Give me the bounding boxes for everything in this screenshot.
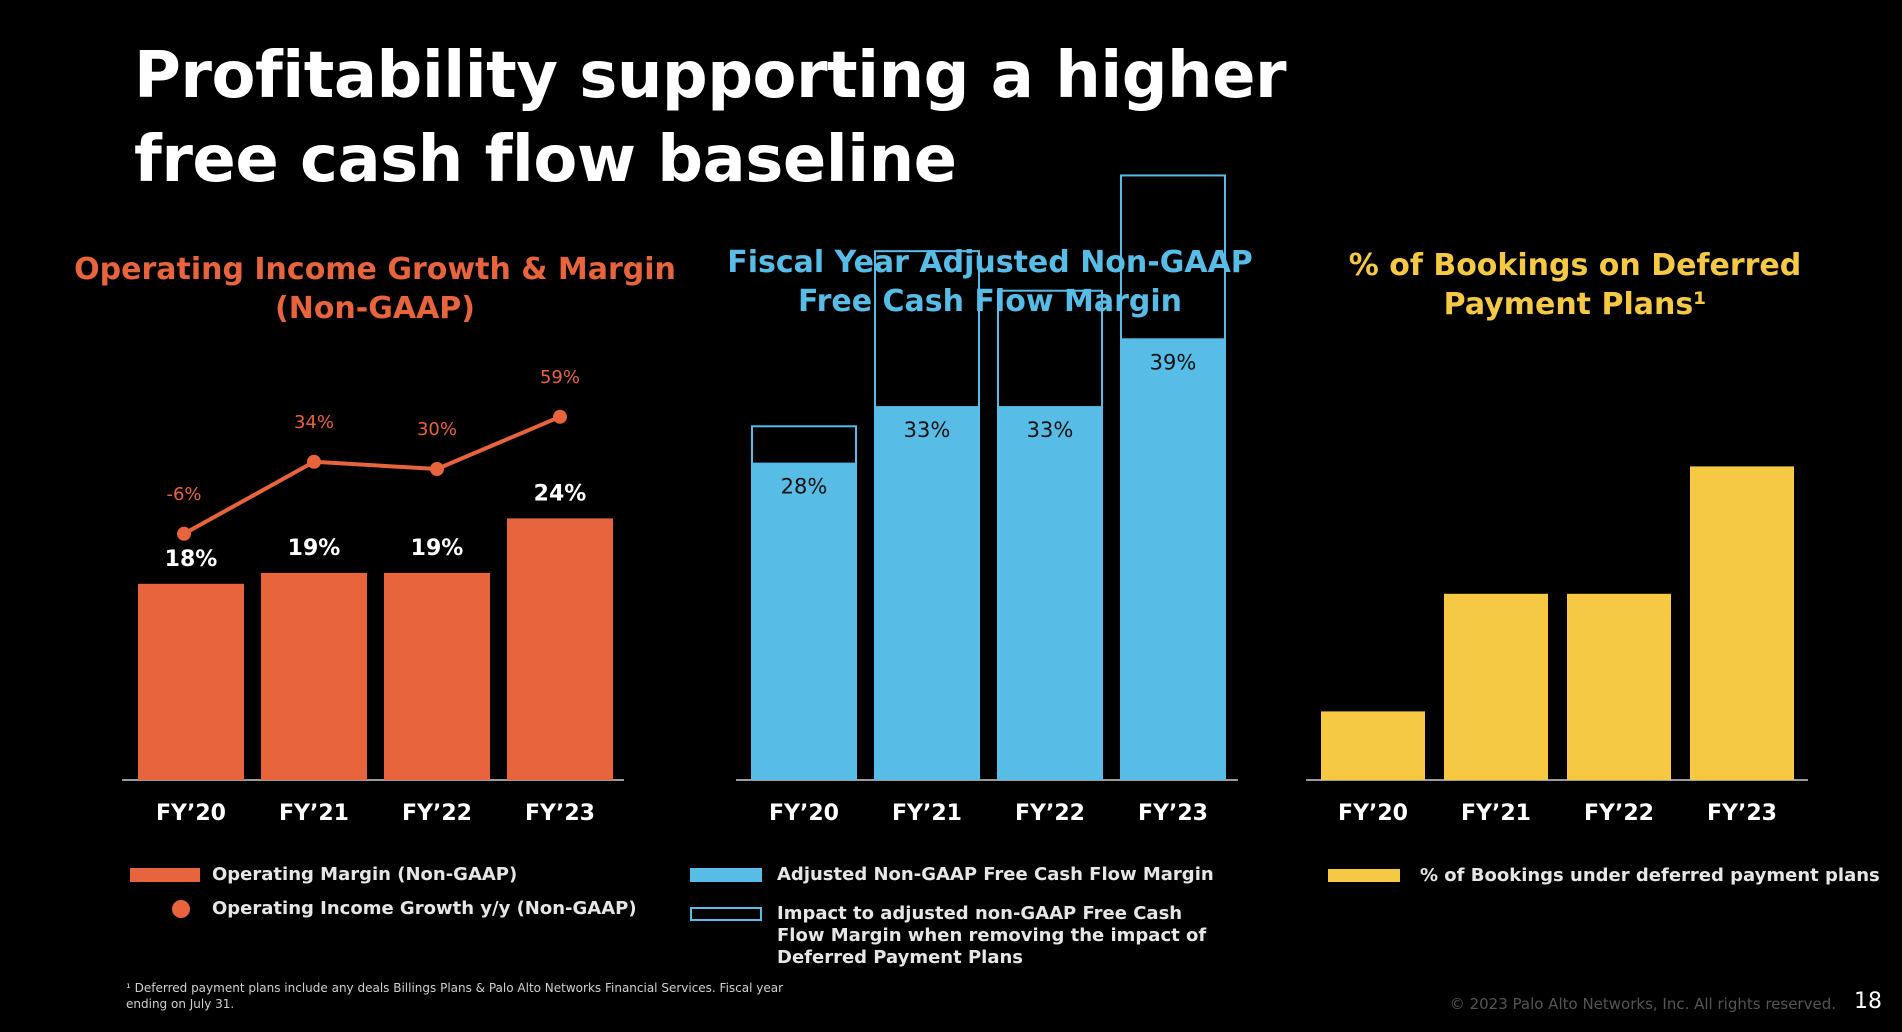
bar-data-label: 33%	[904, 418, 951, 442]
operating-margin-bar	[507, 518, 613, 780]
fcf-margin-bar	[1120, 339, 1226, 780]
x-tick-label: FY’23	[1138, 801, 1208, 826]
bar-data-label: 19%	[288, 536, 341, 561]
bar-data-label: 33%	[1027, 418, 1074, 442]
bar-data-label: 24%	[534, 481, 587, 506]
footnote: ¹ Deferred payment plans include any dea…	[126, 981, 784, 1011]
bar-data-label: 18%	[165, 547, 218, 572]
fcf-impact-outline-bar	[997, 289, 1103, 409]
deferred-bookings-bar	[1321, 711, 1425, 780]
x-tick-label: FY’20	[156, 801, 226, 826]
chart-title-fcf-margin: Fiscal Year Adjusted Non-GAAP Free Cash …	[727, 245, 1253, 319]
operating-growth-point	[177, 526, 191, 541]
legend-label: % of Bookings under deferred payment pla…	[1420, 865, 1880, 886]
operating-margin-bar	[138, 583, 244, 780]
x-tick-label: FY’23	[1707, 801, 1777, 826]
fcf-impact-outline-bar	[874, 250, 980, 409]
bar-data-label: 19%	[411, 536, 464, 561]
legend-swatch-dot	[172, 900, 190, 918]
legend-item-operating-margin: Operating Margin (Non-GAAP)	[130, 864, 517, 886]
page-title: Profitability supporting a higher free c…	[134, 39, 1287, 197]
legend-item-fcf-impact: Impact to adjusted non-GAAP Free Cash Fl…	[690, 903, 1230, 969]
fcf-margin-bar	[874, 407, 980, 780]
legend-label: Operating Margin (Non-GAAP)	[212, 864, 518, 885]
legend-swatch-outline	[690, 907, 762, 921]
chart-title-deferred-bookings: % of Bookings on Deferred Payment Plans¹	[1348, 248, 1802, 322]
legend-item-operating-growth: Operating Income Growth y/y (Non-GAAP)	[172, 898, 637, 920]
x-tick-label: FY’21	[892, 801, 962, 826]
bar-data-label: 39%	[1150, 350, 1197, 374]
fcf-impact-outline-bar	[1120, 174, 1226, 341]
operating-growth-point	[553, 409, 567, 424]
x-tick-label: FY’21	[1461, 801, 1531, 826]
x-tick-label: FY’20	[1338, 801, 1408, 826]
operating-growth-point	[430, 462, 444, 476]
page-number: 18	[1854, 989, 1882, 1014]
line-data-label: 34%	[294, 412, 334, 433]
fcf-impact-outline-bar	[751, 425, 857, 465]
deferred-bookings-bar	[1444, 593, 1548, 780]
legend-item-deferred-bookings: % of Bookings under deferred payment pla…	[1328, 865, 1880, 887]
line-data-label: 30%	[417, 419, 457, 440]
x-tick-label: FY’22	[1015, 801, 1085, 826]
operating-margin-bar	[261, 572, 367, 780]
x-tick-label: FY’22	[1584, 801, 1654, 826]
operating-margin-bar	[384, 572, 490, 780]
line-data-label: 59%	[540, 367, 580, 388]
fcf-margin-bar	[997, 407, 1103, 780]
legend-item-fcf-margin: Adjusted Non-GAAP Free Cash Flow Margin	[690, 864, 1214, 886]
deferred-bookings-bar	[1690, 466, 1794, 780]
x-tick-label: FY’22	[402, 801, 472, 826]
fcf-margin-bar	[751, 463, 857, 780]
operating-growth-line	[183, 414, 561, 536]
chart-title-operating-income: Operating Income Growth & Margin (Non-GA…	[74, 252, 676, 326]
legend-swatch-bar	[690, 868, 762, 882]
deferred-bookings-bar	[1567, 593, 1671, 780]
legend-label: Operating Income Growth y/y (Non-GAAP)	[212, 898, 637, 919]
copyright: © 2023 Palo Alto Networks, Inc. All righ…	[1449, 995, 1836, 1013]
legend-label: Impact to adjusted non-GAAP Free Cash Fl…	[777, 903, 1207, 968]
x-tick-label: FY’21	[279, 801, 349, 826]
line-data-label: -6%	[166, 484, 201, 505]
legend-swatch-bar	[1328, 869, 1400, 882]
legend-label: Adjusted Non-GAAP Free Cash Flow Margin	[777, 864, 1214, 885]
bar-data-label: 28%	[781, 475, 828, 499]
legend-swatch-bar	[130, 868, 200, 882]
x-tick-label: FY’20	[769, 801, 839, 826]
x-tick-label: FY’23	[525, 801, 595, 826]
operating-growth-point	[307, 454, 321, 469]
